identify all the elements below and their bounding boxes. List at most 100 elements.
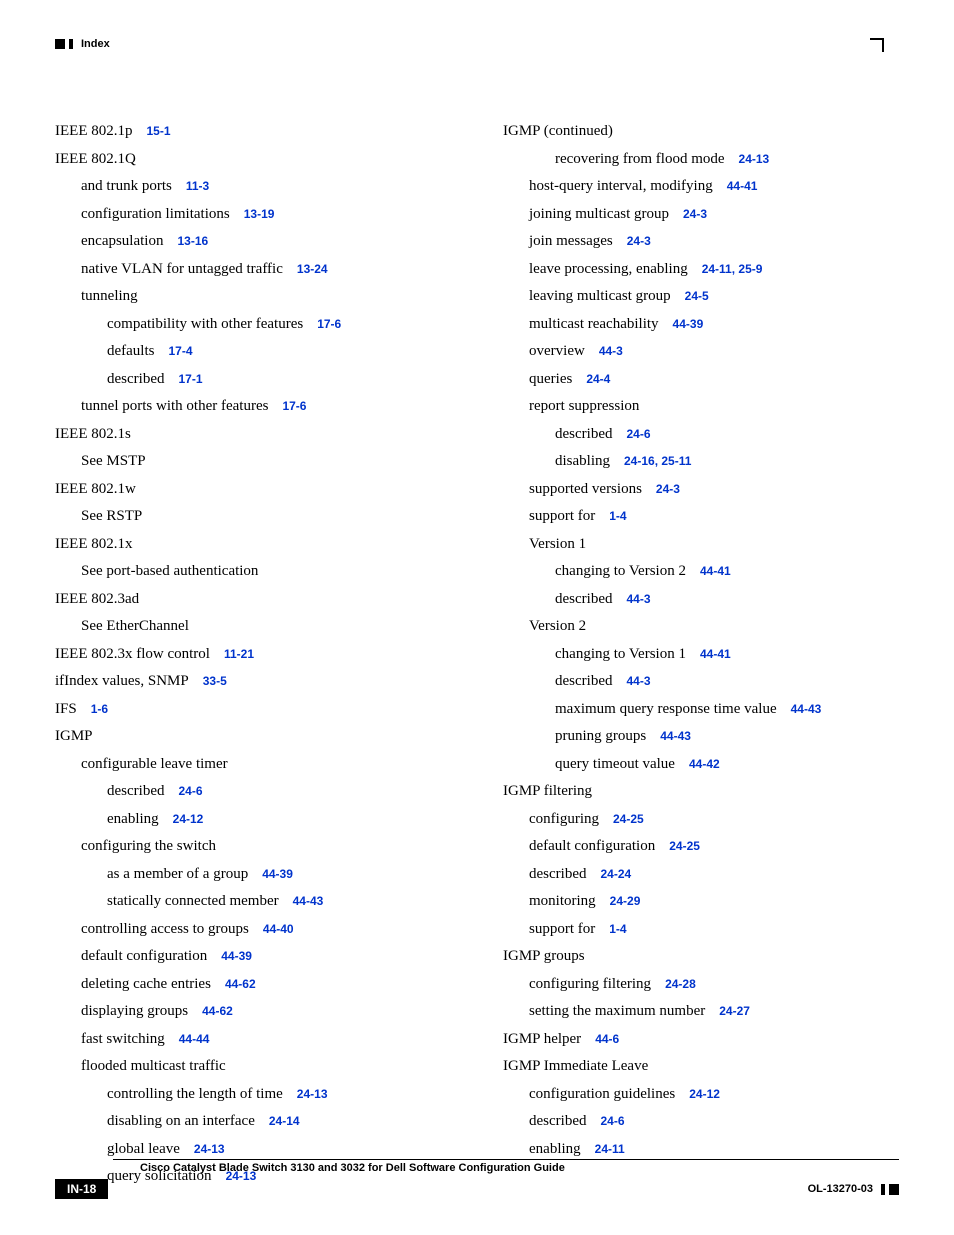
- index-entry-text: support for: [529, 508, 595, 524]
- index-page-ref[interactable]: 24-11: [595, 1142, 625, 1156]
- index-entry-text: leaving multicast group: [529, 288, 671, 304]
- index-entry-text: setting the maximum number: [529, 1003, 705, 1019]
- index-page-ref[interactable]: 24-6: [600, 1114, 624, 1128]
- index-entry-text: IEEE 802.1s: [55, 426, 131, 442]
- index-entry-text: described: [529, 1113, 586, 1129]
- index-page-ref[interactable]: 44-3: [626, 592, 650, 606]
- index-page-ref[interactable]: 44-43: [660, 729, 691, 743]
- index-page-ref[interactable]: 11-3: [186, 179, 209, 193]
- index-entry-text: queries: [529, 371, 572, 387]
- index-page-ref[interactable]: 24-28: [665, 977, 696, 991]
- index-entry-text: joining multicast group: [529, 206, 669, 222]
- index-entry: global leave24-13: [55, 1138, 451, 1161]
- index-entry-text: IGMP Immediate Leave: [503, 1058, 648, 1074]
- index-page-ref[interactable]: 44-41: [727, 179, 758, 193]
- index-page-ref[interactable]: 44-39: [221, 949, 252, 963]
- index-entry-text: join messages: [529, 233, 613, 249]
- index-entry: default configuration44-39: [55, 945, 451, 968]
- index-page-ref[interactable]: 44-3: [626, 674, 650, 688]
- index-page-ref[interactable]: 24-24: [600, 867, 631, 881]
- index-page-ref[interactable]: 44-62: [225, 977, 256, 991]
- index-page-ref[interactable]: 24-16, 25-11: [624, 454, 691, 468]
- index-entry-text: controlling the length of time: [107, 1086, 283, 1102]
- index-entry: leaving multicast group 24-5: [503, 285, 899, 308]
- index-entry: configuring filtering24-28: [503, 973, 899, 996]
- index-entry: IEEE 802.3x flow control11-21: [55, 643, 451, 666]
- index-page-ref[interactable]: 17-4: [168, 344, 192, 358]
- index-page-ref[interactable]: 1-4: [609, 922, 626, 936]
- index-entry-text: report suppression: [529, 398, 639, 414]
- index-entry: IGMP helper44-6: [503, 1028, 899, 1051]
- index-page-ref[interactable]: 17-6: [282, 399, 306, 413]
- index-entry: host-query interval, modifying44-41: [503, 175, 899, 198]
- index-page-ref[interactable]: 17-1: [178, 372, 202, 386]
- index-page-ref[interactable]: 44-43: [791, 702, 822, 716]
- index-page-ref[interactable]: 44-41: [700, 564, 731, 578]
- index-page-ref[interactable]: 24-3: [683, 207, 707, 221]
- index-entry: See RSTP: [55, 505, 451, 528]
- index-page-ref[interactable]: 24-13: [297, 1087, 328, 1101]
- index-page-ref[interactable]: 44-62: [202, 1004, 233, 1018]
- index-page-ref[interactable]: 24-11, 25-9: [702, 262, 763, 276]
- index-entry: configuration guidelines24-12: [503, 1083, 899, 1106]
- index-entry: default configuration24-25: [503, 835, 899, 858]
- index-page-ref[interactable]: 44-3: [599, 344, 623, 358]
- index-entry: controlling access to groups44-40: [55, 918, 451, 941]
- index-page-ref[interactable]: 44-44: [179, 1032, 210, 1046]
- index-page-ref[interactable]: 24-14: [269, 1114, 300, 1128]
- index-page-ref[interactable]: 33-5: [203, 674, 227, 688]
- index-entry: configuring the switch: [55, 835, 451, 858]
- index-page-ref[interactable]: 24-25: [613, 812, 644, 826]
- index-page-ref[interactable]: 24-25: [669, 839, 700, 853]
- index-entry-text: multicast reachability: [529, 316, 659, 332]
- index-page-ref[interactable]: 24-27: [719, 1004, 750, 1018]
- index-entry-text: changing to Version 1: [555, 646, 686, 662]
- index-page-ref[interactable]: 24-6: [178, 784, 202, 798]
- index-page-ref[interactable]: 24-5: [685, 289, 709, 303]
- index-entry-text: enabling: [529, 1141, 581, 1157]
- index-page-ref[interactable]: 24-29: [610, 894, 641, 908]
- index-page-ref[interactable]: 11-21: [224, 647, 254, 661]
- index-page-ref[interactable]: 24-3: [656, 482, 680, 496]
- index-page-ref[interactable]: 17-6: [317, 317, 341, 331]
- index-entry: described44-3: [503, 588, 899, 611]
- index-entry-text: configurable leave timer: [81, 756, 228, 772]
- footer-title: Cisco Catalyst Blade Switch 3130 and 303…: [140, 1162, 899, 1174]
- running-header: Index: [55, 38, 899, 50]
- index-page-ref[interactable]: 24-12: [689, 1087, 720, 1101]
- index-page-ref[interactable]: 24-3: [627, 234, 651, 248]
- index-page-ref[interactable]: 24-13: [194, 1142, 225, 1156]
- index-entry-text: tunneling: [81, 288, 138, 304]
- index-page-ref[interactable]: 13-19: [244, 207, 275, 221]
- index-page-ref[interactable]: 44-39: [673, 317, 704, 331]
- index-entry: support for 1-4: [503, 505, 899, 528]
- index-page-ref[interactable]: 13-24: [297, 262, 328, 276]
- index-page-ref[interactable]: 44-39: [262, 867, 293, 881]
- index-entry-text: IEEE 802.1Q: [55, 151, 136, 167]
- index-entry: IGMP: [55, 725, 451, 748]
- index-page-ref[interactable]: 24-12: [173, 812, 204, 826]
- index-entry-text: Version 1: [529, 536, 586, 552]
- index-page-ref[interactable]: 44-41: [700, 647, 731, 661]
- index-page-ref[interactable]: 24-13: [739, 152, 770, 166]
- index-entry: described24-24: [503, 863, 899, 886]
- index-page-ref[interactable]: 44-43: [293, 894, 324, 908]
- page-footer: Cisco Catalyst Blade Switch 3130 and 303…: [55, 1159, 899, 1199]
- index-entry: IGMP filtering: [503, 780, 899, 803]
- index-entry-text: flooded multicast traffic: [81, 1058, 226, 1074]
- index-entry: join messages 24-3: [503, 230, 899, 253]
- index-page-ref[interactable]: 15-1: [146, 124, 170, 138]
- index-page-ref[interactable]: 1-4: [609, 509, 626, 523]
- index-page-ref[interactable]: 24-6: [626, 427, 650, 441]
- index-page-ref[interactable]: 13-16: [177, 234, 208, 248]
- index-entry-text: changing to Version 2: [555, 563, 686, 579]
- index-page-ref[interactable]: 44-40: [263, 922, 294, 936]
- index-page-ref[interactable]: 24-4: [586, 372, 610, 386]
- index-entry-text: IEEE 802.1w: [55, 481, 136, 497]
- index-page-ref[interactable]: 1-6: [91, 702, 108, 716]
- index-page-ref[interactable]: 44-42: [689, 757, 720, 771]
- index-entry-text: Version 2: [529, 618, 586, 634]
- index-entry-text: maximum query response time value: [555, 701, 777, 717]
- index-entry: queries 24-4: [503, 368, 899, 391]
- index-page-ref[interactable]: 44-6: [595, 1032, 619, 1046]
